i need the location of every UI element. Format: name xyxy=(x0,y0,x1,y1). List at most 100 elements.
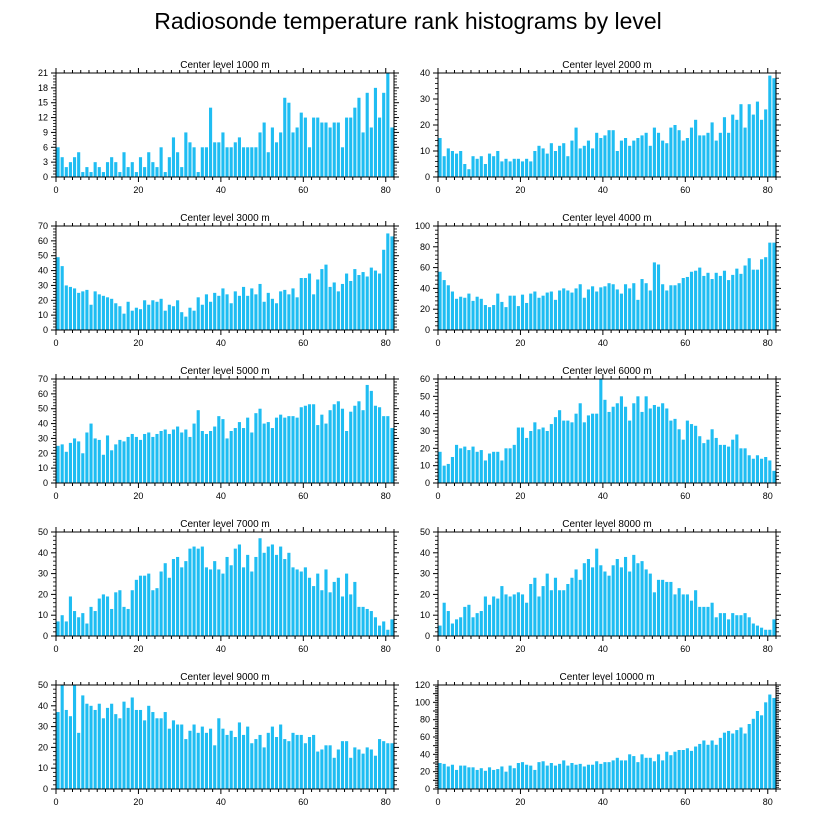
y-tick-label: 0 xyxy=(425,478,430,488)
histogram-bar xyxy=(689,750,694,789)
histogram-bar xyxy=(512,768,516,789)
histogram-bar xyxy=(126,608,130,636)
histogram-bar xyxy=(586,559,591,636)
histogram-bar xyxy=(122,701,126,789)
histogram-bar xyxy=(479,450,483,483)
histogram-bar xyxy=(274,142,279,177)
y-tick-label: 20 xyxy=(420,767,430,777)
histogram-bar xyxy=(295,734,299,789)
y-tick-label: 10 xyxy=(420,461,430,471)
histogram-bar xyxy=(266,422,270,483)
histogram-bar xyxy=(250,432,254,483)
histogram-bar xyxy=(537,429,541,483)
y-tick-label: 15 xyxy=(38,98,48,108)
histogram-bar xyxy=(204,732,209,789)
histogram-bar xyxy=(644,757,648,789)
histogram-bar xyxy=(151,712,155,789)
histogram-bar xyxy=(541,761,545,789)
histogram-bar xyxy=(184,739,188,789)
histogram-bar xyxy=(652,761,656,789)
histogram-bar xyxy=(636,563,640,636)
histogram-bar xyxy=(632,403,636,483)
histogram-bar xyxy=(727,730,731,789)
histogram-bar xyxy=(151,590,155,636)
histogram-bar xyxy=(665,408,669,483)
histogram-bar xyxy=(710,740,714,789)
histogram-bar xyxy=(246,554,250,636)
y-tick-label: 40 xyxy=(38,266,48,276)
histogram-bar xyxy=(324,264,328,330)
histogram-bar xyxy=(167,728,171,789)
histogram-bar xyxy=(159,431,163,483)
histogram-bar xyxy=(200,546,204,636)
histogram-bar xyxy=(492,451,496,483)
histogram-bar xyxy=(743,127,747,177)
histogram-bar xyxy=(250,147,254,177)
histogram-bar xyxy=(340,596,345,636)
histogram-bar xyxy=(382,621,386,636)
histogram-bar xyxy=(702,606,706,636)
histogram-bar xyxy=(254,556,258,636)
histogram-bar xyxy=(85,289,89,330)
x-tick-label: 60 xyxy=(680,644,690,654)
histogram-bar xyxy=(483,770,487,789)
histogram-bar xyxy=(694,746,698,789)
histogram-bar xyxy=(760,715,764,789)
histogram-bar xyxy=(648,408,652,483)
histogram-bar xyxy=(105,162,110,177)
histogram-bar xyxy=(520,594,525,636)
x-tick-label: 0 xyxy=(435,797,440,807)
histogram-bar xyxy=(361,272,365,330)
histogram-bar xyxy=(545,431,549,483)
histogram-bar xyxy=(640,135,644,177)
histogram-bar xyxy=(586,415,591,483)
histogram-bar xyxy=(611,760,615,789)
histogram-bar xyxy=(454,444,459,483)
histogram-bar xyxy=(225,147,229,177)
histogram-bar xyxy=(361,410,365,483)
histogram-bar xyxy=(130,433,134,483)
histogram-bar xyxy=(718,444,722,483)
y-tick-label: 0 xyxy=(425,325,430,335)
histogram-bar xyxy=(291,416,295,483)
histogram-bar xyxy=(97,439,101,483)
histogram-bar xyxy=(340,408,345,483)
y-tick-label: 40 xyxy=(420,68,430,78)
histogram-bar xyxy=(685,276,689,330)
histogram-bar xyxy=(262,122,266,177)
histogram-bar xyxy=(603,762,607,789)
histogram-bar xyxy=(151,162,155,177)
histogram-bar xyxy=(694,590,698,636)
histogram-bar xyxy=(607,411,611,483)
histogram-bar xyxy=(483,164,487,177)
histogram-bar xyxy=(463,765,467,789)
histogram-bar xyxy=(97,167,101,177)
histogram-bar xyxy=(459,296,463,330)
histogram-bar xyxy=(669,420,673,483)
histogram-bar xyxy=(378,407,382,483)
histogram-bar xyxy=(213,561,217,636)
histogram-bar xyxy=(492,769,496,789)
x-tick-label: 80 xyxy=(763,338,773,348)
histogram-bar xyxy=(200,431,204,483)
histogram-bar xyxy=(537,145,541,177)
histogram-bar xyxy=(731,733,735,789)
histogram-bar xyxy=(615,559,619,636)
histogram-bar xyxy=(628,754,632,789)
histogram-bar xyxy=(155,433,159,483)
x-tick-label: 0 xyxy=(435,185,440,195)
histogram-bar xyxy=(213,745,217,789)
histogram-bar xyxy=(694,270,698,330)
histogram-bar xyxy=(751,718,755,789)
histogram-bar xyxy=(516,763,520,789)
histogram-bar xyxy=(718,275,722,330)
y-tick-label: 30 xyxy=(420,94,430,104)
histogram-bar xyxy=(459,765,463,789)
histogram-bar xyxy=(386,73,390,177)
histogram-bar xyxy=(764,702,768,789)
histogram-bar xyxy=(727,280,731,330)
histogram-bar xyxy=(312,734,316,789)
histogram-bar xyxy=(209,301,213,330)
histogram-bar xyxy=(566,156,570,177)
histogram-bar xyxy=(159,571,163,636)
